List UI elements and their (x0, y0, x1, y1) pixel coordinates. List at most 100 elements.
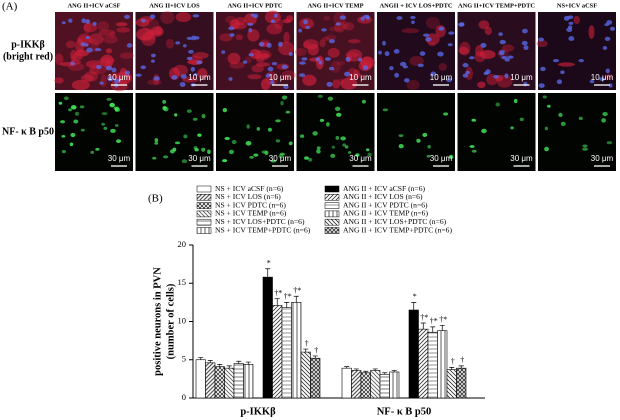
nucleus (288, 141, 293, 146)
stain (474, 45, 484, 57)
stain (119, 52, 134, 59)
column-label: ANG II+ICV PDTC (227, 2, 282, 9)
nucleus (605, 68, 610, 74)
stain (345, 52, 359, 58)
nucleus (68, 18, 73, 23)
stain (160, 11, 175, 24)
legend-label: NS + ICV TEMP+PDTC (n=6) (215, 225, 311, 234)
stain (341, 21, 349, 30)
legend-label: NS + ICV TEMP (n=6) (215, 209, 287, 218)
stain (103, 35, 118, 44)
nucleus (153, 76, 160, 81)
nucleus (430, 71, 437, 77)
nucleus (90, 150, 94, 154)
nucleus (114, 78, 121, 84)
stain (116, 27, 131, 33)
nucleus (493, 74, 499, 79)
error-bar (217, 363, 223, 367)
scale-bar-label: 10 μm (591, 73, 614, 82)
stain (438, 63, 447, 71)
nucleus (180, 74, 187, 79)
nucleus (410, 15, 416, 20)
column-label: ANG II+ICV TEMP (308, 2, 364, 9)
nucleus (469, 56, 475, 60)
nucleus (194, 36, 200, 40)
stain (155, 25, 163, 35)
bar (370, 370, 381, 399)
nucleus (399, 61, 407, 67)
nucleus (425, 37, 432, 42)
stain (105, 48, 113, 54)
nucleus (285, 110, 291, 114)
nucleus (248, 28, 253, 33)
nucleus (507, 55, 514, 59)
stain (249, 48, 261, 60)
nucleus (288, 51, 293, 56)
nucleus (183, 134, 188, 139)
nucleus (458, 22, 465, 27)
bar (205, 362, 216, 399)
nucleus (568, 36, 575, 42)
nucleus (378, 50, 382, 55)
stain (135, 18, 150, 27)
nucleus (498, 52, 505, 56)
legend-swatch (196, 194, 212, 201)
scale-bar-label: 10 μm (510, 73, 533, 82)
significance-label: †* (420, 313, 428, 322)
nucleus (366, 148, 370, 152)
stain (260, 78, 271, 91)
nucleus (480, 42, 487, 48)
bar (446, 369, 457, 399)
legend-swatch (196, 218, 212, 226)
nucleus (186, 36, 193, 41)
nucleus (344, 145, 349, 149)
nucleus (339, 15, 346, 20)
stain (347, 67, 358, 81)
nucleus (124, 70, 131, 75)
significance-label: † (451, 357, 455, 366)
nucleus (393, 49, 400, 54)
nucleus (499, 39, 506, 45)
bar (360, 372, 371, 399)
nucleus (264, 150, 269, 155)
column-label: NS+ICV aCSF (557, 2, 597, 9)
nucleus (389, 66, 394, 71)
nucleus (270, 19, 276, 24)
bar (300, 351, 311, 399)
error-bar (344, 366, 350, 369)
nucleus (602, 112, 608, 117)
nucleus (299, 134, 305, 138)
error-bar (265, 268, 271, 278)
nucleus (315, 57, 321, 62)
row-label: (bright red) (3, 51, 53, 62)
nucleus (246, 124, 250, 129)
stain (251, 64, 264, 73)
nucleus (427, 144, 431, 149)
significance-label: †* (439, 315, 447, 324)
nucleus (280, 100, 284, 106)
nucleus (521, 40, 528, 46)
nucleus (278, 41, 283, 47)
nucleus (411, 20, 415, 24)
scale-bar-label: 30 μm (188, 154, 211, 163)
nucleus (602, 46, 608, 51)
nucleus (552, 58, 560, 63)
nucleus (471, 118, 476, 122)
nucleus (169, 149, 175, 154)
stain (329, 26, 342, 32)
scale-bar-label: 30 μm (510, 154, 533, 163)
stain (266, 23, 283, 35)
nucleus (606, 20, 613, 25)
bar (389, 371, 400, 399)
nucleus (396, 16, 403, 20)
nucleus (201, 147, 206, 152)
nucleus (358, 57, 363, 62)
stain (557, 62, 575, 67)
nucleus (384, 51, 390, 57)
stain (71, 79, 90, 91)
stain (406, 79, 420, 91)
nucleus (568, 25, 573, 29)
nucleus (448, 31, 455, 35)
nucleus (171, 75, 178, 80)
bar (272, 305, 283, 399)
